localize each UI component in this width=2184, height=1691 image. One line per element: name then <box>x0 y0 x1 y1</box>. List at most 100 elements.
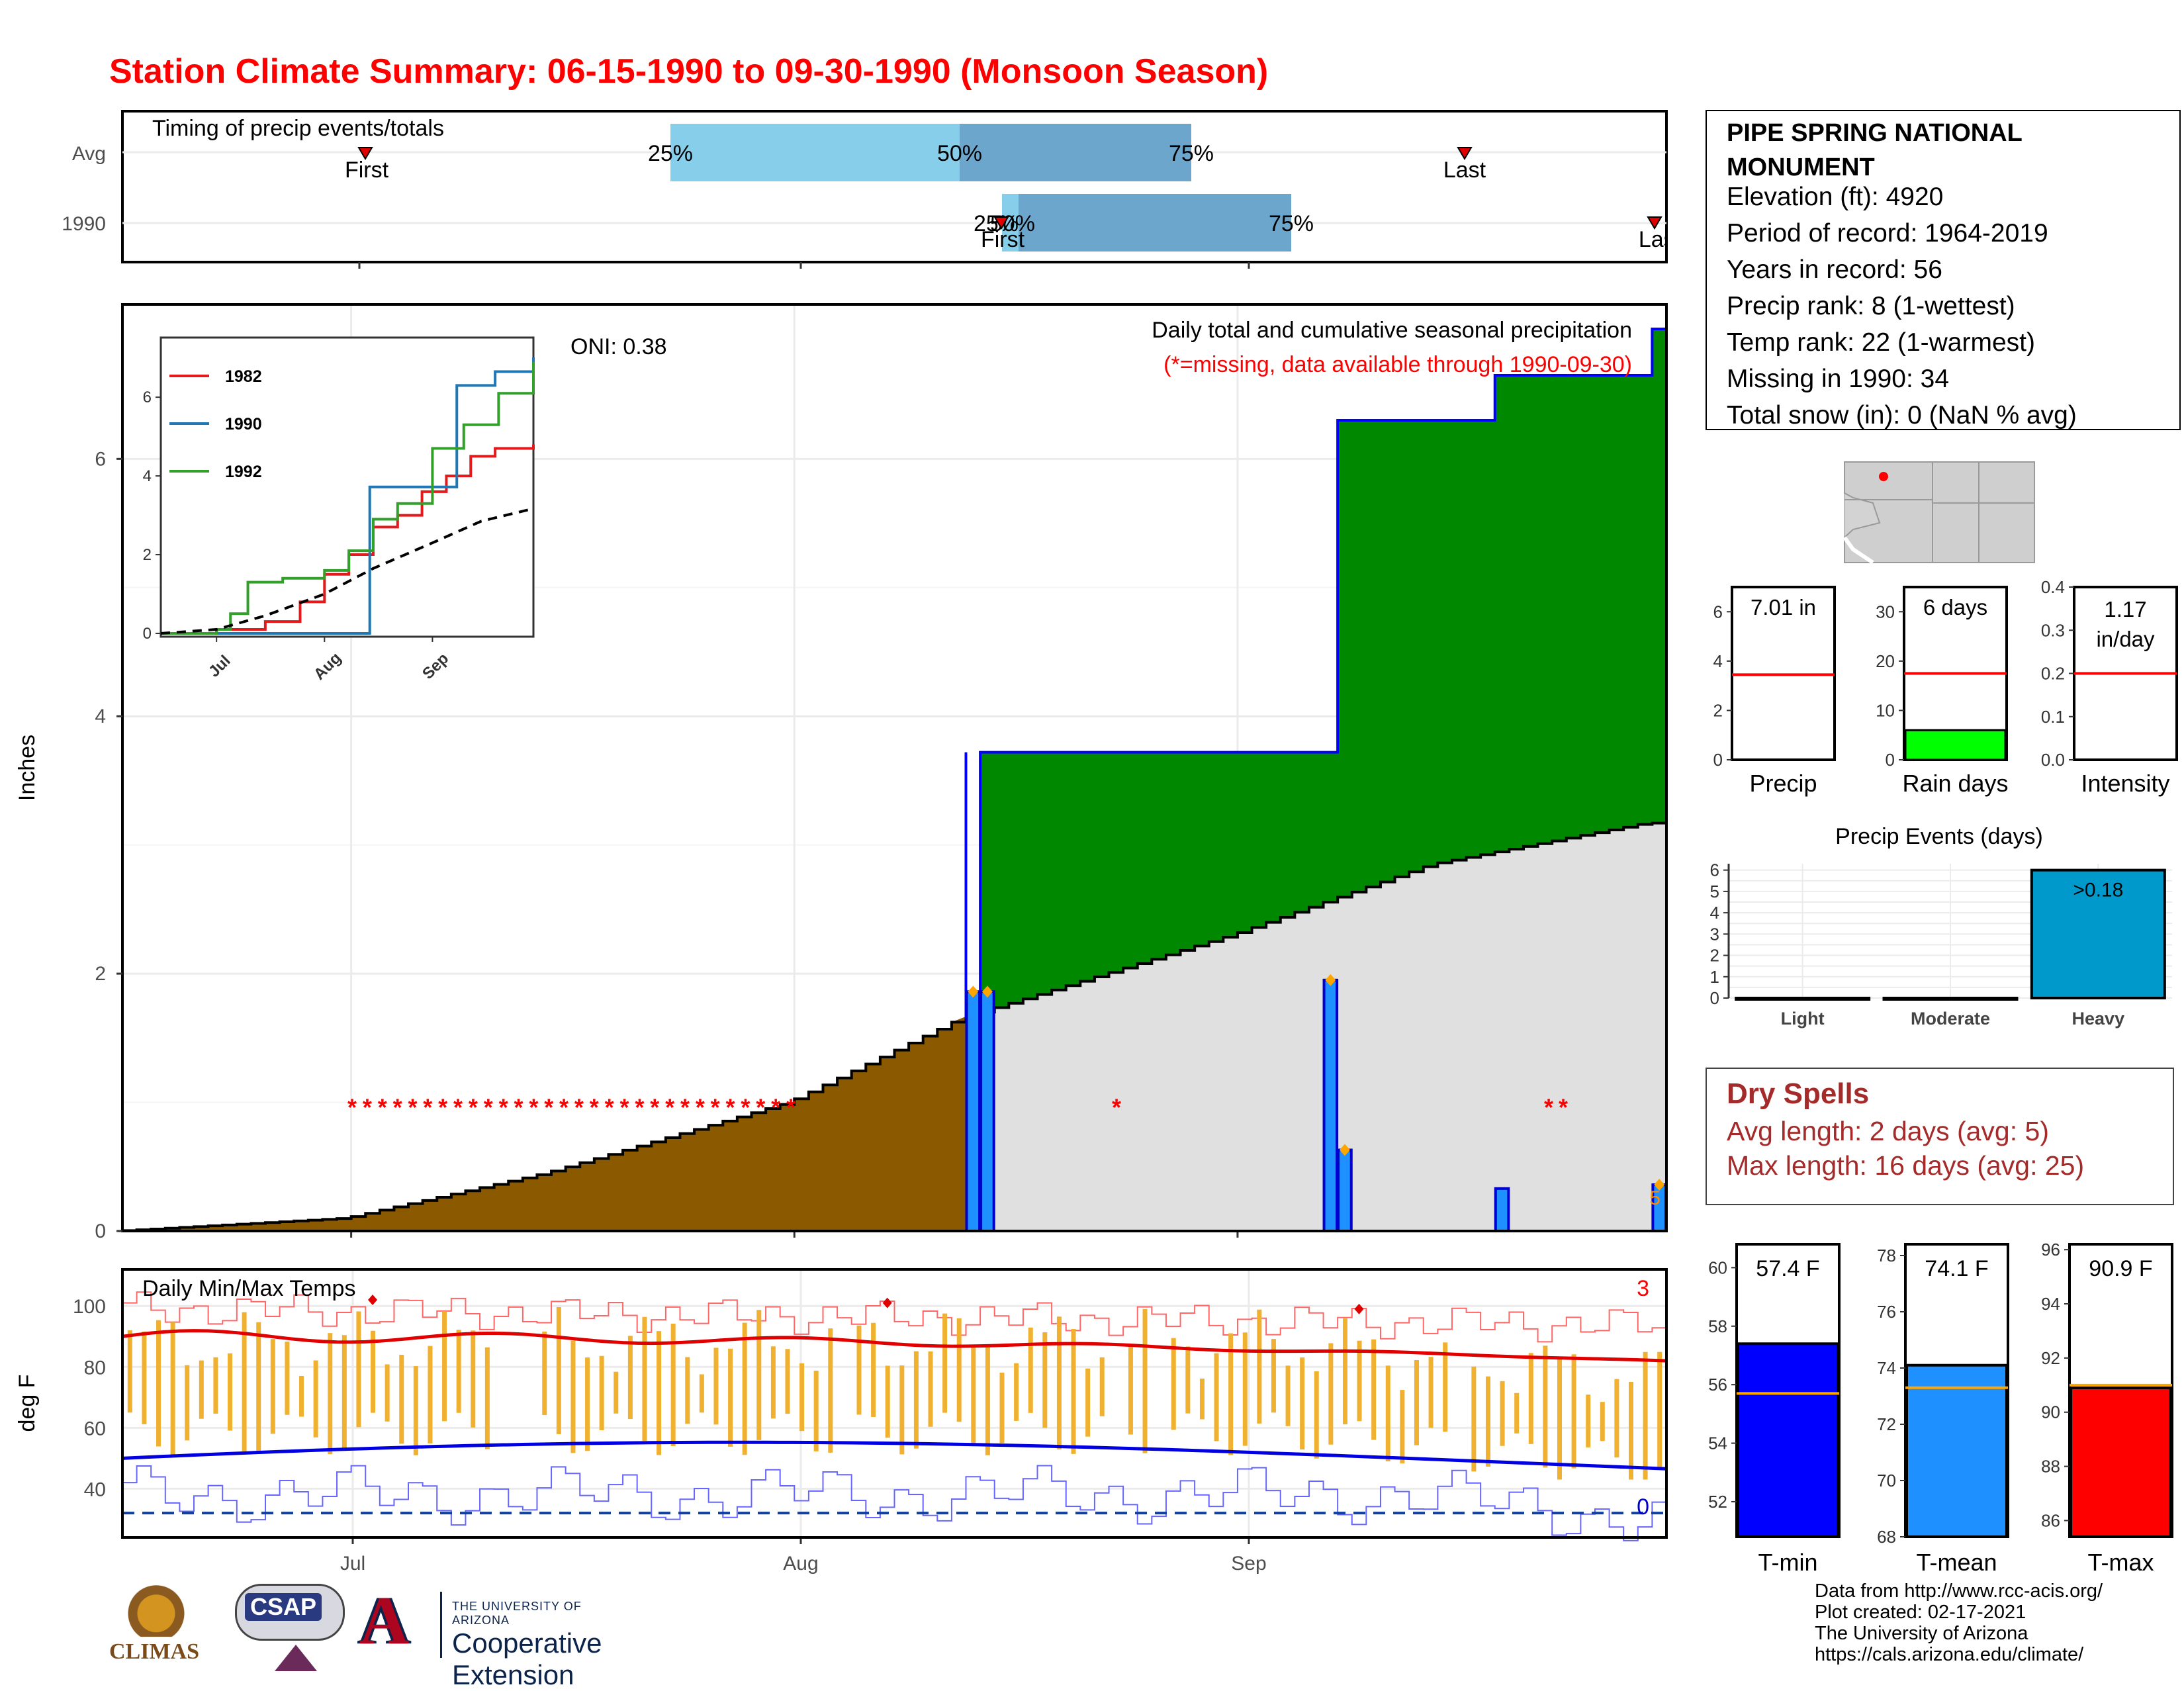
page-title: Station Climate Summary: 06-15-1990 to 0… <box>109 52 1268 91</box>
oni-label: ONI: 0.38 <box>570 334 667 359</box>
inset-ytick-label: 0 <box>143 625 152 643</box>
above-average-area <box>966 328 1666 1231</box>
daily-temp-bar <box>1571 1354 1576 1469</box>
record-high-marker <box>368 1295 378 1306</box>
events-ytick-label: 4 <box>1710 903 1719 923</box>
temp-count-low: 0 <box>1637 1494 1649 1520</box>
daily-temp-bar <box>1271 1339 1276 1413</box>
daily-temp-bar <box>1643 1351 1648 1480</box>
daily-precip-bar <box>1337 1148 1353 1232</box>
daily-temp-bar <box>985 1344 990 1455</box>
mini-value-label: 6 days <box>1923 595 1987 619</box>
daily-precip-bar <box>1494 1187 1510 1233</box>
daily-temp-bar <box>742 1322 747 1455</box>
mini-value-unit: in/day <box>2096 627 2155 651</box>
events-title: Precip Events (days) <box>1835 824 2043 849</box>
avg-last-label: Last <box>1443 158 1486 183</box>
timing-row-1990: 1990 <box>62 213 106 235</box>
daily-temp-bar <box>1371 1339 1377 1440</box>
missing-markers: * * * * * * * * * * * * * * * * * * * * * * * * * * * * * * * * * <box>347 1093 1568 1120</box>
daily-temp-bar <box>156 1320 161 1447</box>
daily-temp-bar <box>1142 1308 1148 1453</box>
inset-line-average <box>160 507 534 635</box>
daily-temp-bar <box>1614 1379 1619 1458</box>
daily-temp-bar <box>1242 1332 1248 1446</box>
climas-logo: CLIMAS <box>109 1578 215 1678</box>
timing-label: Timing of precip events/totals <box>152 116 444 141</box>
daily-temp-bar <box>199 1360 204 1419</box>
mini-ytick-label: 0.3 <box>2041 620 2065 640</box>
missing-day-marker: * <box>605 1093 614 1120</box>
daily-temp-bar <box>371 1330 376 1413</box>
climas-text: CLIMAS <box>109 1639 200 1664</box>
missing-day-marker: * <box>680 1093 690 1120</box>
station-period: Period of record: 1964-2019 <box>1727 219 2048 248</box>
daily-temp-bar <box>770 1346 776 1419</box>
temp-bar-ytick-label: 70 <box>1877 1471 1896 1490</box>
missing-day-marker: * <box>347 1093 357 1120</box>
average-cumulative-line <box>122 821 1666 1232</box>
location-map <box>1843 461 2035 565</box>
avg-p50: 50% <box>937 141 982 166</box>
daily-temp-bar <box>1543 1346 1548 1468</box>
avg-first-marker <box>357 147 373 160</box>
credit-url: https://cals.arizona.edu/climate/ <box>1815 1644 2084 1665</box>
avg-p25: 25% <box>648 141 693 166</box>
daily-temp-bar <box>1257 1309 1262 1424</box>
daily-temp-bar <box>356 1311 361 1428</box>
daily-temp-bar <box>1628 1381 1633 1480</box>
y1990-first-marker <box>993 216 1009 230</box>
timing-row-avg: Avg <box>72 143 106 165</box>
ytick-label: 4 <box>95 706 106 727</box>
daily-precip-bar <box>965 990 981 1233</box>
missing-day-marker: * <box>529 1093 538 1120</box>
temp-bar <box>1905 1363 2008 1538</box>
events-ytick-label: 1 <box>1710 967 1719 987</box>
daily-temp-bar <box>142 1331 147 1424</box>
main-yaxis: 0 2 4 6 <box>95 448 122 1242</box>
daily-temp-bar <box>1056 1316 1062 1449</box>
inset-line-1990 <box>161 357 535 635</box>
temp-bar-value: 57.4 F <box>1756 1256 1819 1281</box>
daily-temp-bar <box>1300 1357 1305 1450</box>
daily-temp-bar <box>1171 1338 1176 1430</box>
temp-content: 40 60 80 100 <box>73 1269 1667 1544</box>
events-bar <box>2030 868 2166 999</box>
missing-day-marker: * <box>590 1093 599 1120</box>
mini-ytick-label: 4 <box>1713 651 1723 671</box>
daily-temp-bar <box>614 1371 619 1414</box>
daily-temp-bar <box>1414 1360 1419 1445</box>
daily-temp-bar <box>1586 1394 1591 1447</box>
precip-events-chart: Precip Events (days) Light Moderate Heavy >… <box>1710 824 2172 1028</box>
y1990-iqr-upper <box>1019 194 1291 251</box>
daily-temp-bar <box>942 1313 948 1413</box>
daily-temp-bar <box>699 1374 704 1413</box>
temp-ytick-label: 40 <box>84 1479 106 1500</box>
daily-temp-bar <box>1428 1357 1433 1428</box>
missing-note: (*=missing, data available through 1990-… <box>1163 352 1632 377</box>
station-snow: Total snow (in): 0 (NaN % avg) <box>1727 401 2077 430</box>
temp-bar-ytick-label: 60 <box>1708 1257 1727 1277</box>
avg-min-line <box>122 1440 1667 1471</box>
daily-temp-bar <box>1028 1327 1033 1413</box>
ytick-label: 6 <box>95 448 106 470</box>
xtick-jul: Jul <box>340 1553 365 1575</box>
station-precip-rank: Precip rank: 8 (1-wettest) <box>1727 292 2015 320</box>
mini-ytick-label: 6 <box>1713 602 1723 621</box>
credit-date: Plot created: 02-17-2021 <box>1815 1602 2026 1623</box>
xtick-sep: Sep <box>1231 1553 1266 1575</box>
missing-day-marker: * <box>711 1093 720 1120</box>
daily-temp-bar <box>1085 1368 1091 1437</box>
daily-temp-bar <box>242 1312 247 1451</box>
daily-temp-bar <box>899 1365 905 1455</box>
temp-bar-ytick-label: 72 <box>1877 1414 1896 1434</box>
events-ytick-label: 0 <box>1710 988 1719 1008</box>
daily-temp-bar <box>270 1339 275 1434</box>
mini-ytick-label: 0.2 <box>2041 664 2065 684</box>
main-marks: 5 <box>122 327 1668 1233</box>
temp-bar-label: T-max <box>2087 1549 2154 1576</box>
missing-day-marker: * <box>544 1093 553 1120</box>
inset-ytick-label: 2 <box>143 546 152 564</box>
daily-temp-bar <box>1357 1340 1362 1422</box>
daily-temp-bar <box>228 1353 233 1431</box>
